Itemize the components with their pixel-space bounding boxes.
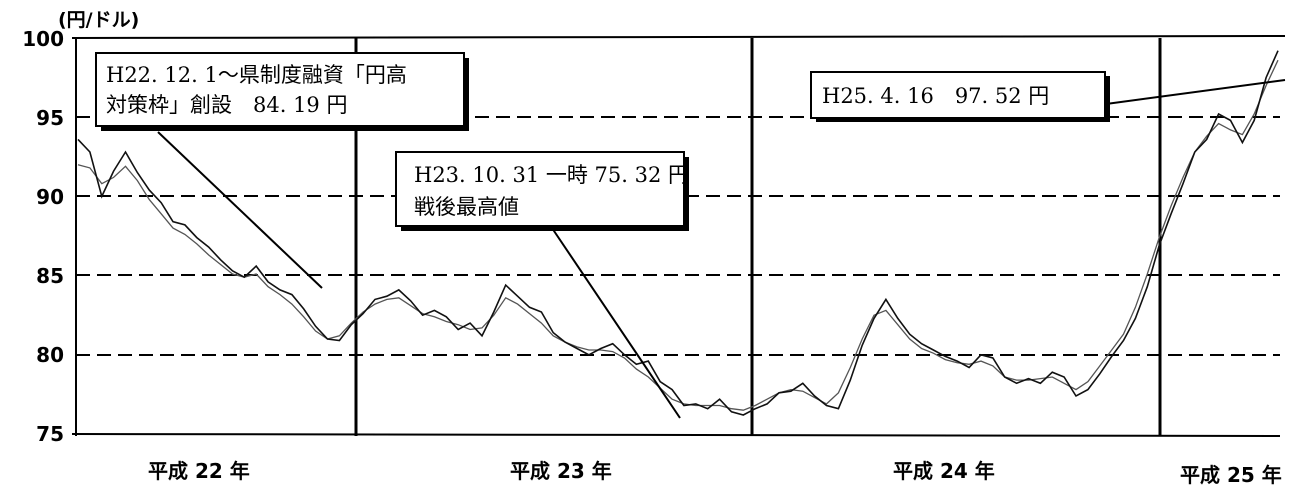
- annotation-1-line-2: 対策枠」創設 84. 19 円: [106, 93, 347, 117]
- x-axis: [71, 433, 1281, 437]
- top-border: [71, 35, 1286, 39]
- annotation-leader-1: [157, 131, 323, 289]
- y-tick-label: 85: [36, 264, 64, 288]
- y-tick-label: 80: [36, 343, 64, 367]
- x-category-label-h22: 平成 22 年: [148, 459, 250, 483]
- annotation-2-line-1: H23. 10. 31 一時 75. 32 円: [414, 163, 689, 187]
- annotation-leader-2: [551, 227, 681, 419]
- annotation-1-line-1: H22. 12. 1～県制度融資「円高: [106, 63, 407, 87]
- annotation-box-1: H22. 12. 1～県制度融資「円高 対策枠」創設 84. 19 円: [95, 52, 469, 131]
- annotation-3-line-1: H25. 4. 16 97. 52 円: [822, 84, 1049, 108]
- y-tick-label: 75: [36, 422, 64, 446]
- series-line-0: [77, 50, 1279, 416]
- y-tick-label: 95: [36, 106, 64, 130]
- annotation-box-2: H23. 10. 31 一時 75. 32 円 戦後最高値: [395, 151, 689, 231]
- y-tick-label: 90: [36, 185, 64, 209]
- x-category-label-h25: 平成 25 年: [1180, 463, 1282, 487]
- series-line-1: [77, 59, 1279, 411]
- annotation-2-line-2: 戦後最高値: [414, 195, 519, 219]
- annotation-box-3: H25. 4. 16 97. 52 円: [810, 71, 1110, 122]
- y-tick-label: 100: [22, 27, 64, 51]
- y-axis-unit-label: (円/ドル): [58, 9, 139, 31]
- annotation-leader-3: [1105, 79, 1286, 105]
- x-category-label-h24: 平成 24 年: [893, 459, 995, 483]
- x-category-label-h23: 平成 23 年: [510, 459, 612, 483]
